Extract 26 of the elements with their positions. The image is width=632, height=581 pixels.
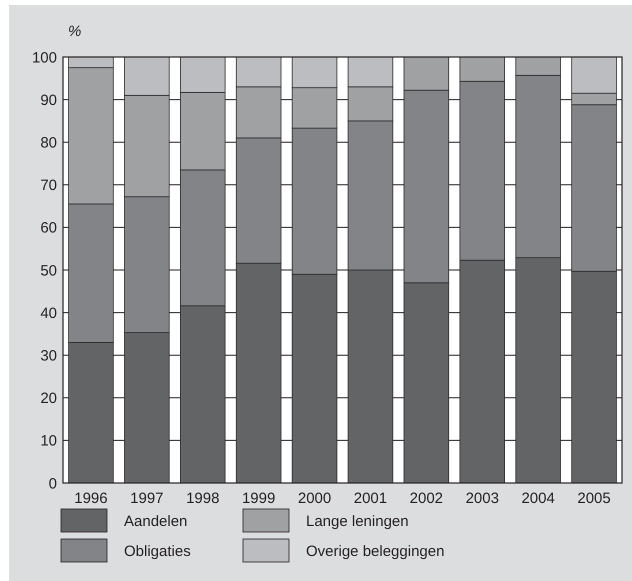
x-tick-label: 2002 — [410, 490, 444, 507]
x-tick-label: 1998 — [186, 490, 220, 507]
y-tick-label: 90 — [40, 92, 57, 109]
y-tick-label: 0 — [48, 475, 57, 492]
x-tick-label: 1996 — [74, 490, 108, 507]
x-tick-label: 1999 — [242, 490, 276, 507]
y-tick-label: 40 — [40, 304, 57, 322]
legend-label: Overige beleggingen — [306, 543, 444, 560]
x-tick-label: 2004 — [521, 490, 555, 507]
legend-label: Aandelen — [124, 513, 188, 530]
x-tick-label: 2003 — [466, 490, 499, 507]
y-axis-title: % — [68, 23, 82, 40]
legend-label: Obligaties — [124, 543, 191, 560]
y-tick-label: 30 — [40, 347, 57, 364]
y-tick-label: 10 — [40, 432, 57, 450]
x-tick-label: 2000 — [298, 490, 332, 507]
y-tick-label: 60 — [40, 220, 57, 237]
y-tick-label: 100 — [32, 49, 57, 66]
y-tick-label: 50 — [40, 262, 57, 280]
y-tick-label: 70 — [40, 177, 57, 194]
x-tick-label: 2005 — [577, 490, 611, 507]
x-tick-label: 1997 — [130, 490, 164, 507]
legend-label: Lange leningen — [306, 513, 409, 530]
y-tick-label: 80 — [40, 134, 57, 152]
y-tick-label: 20 — [40, 390, 57, 408]
x-tick-label: 2001 — [354, 490, 388, 507]
